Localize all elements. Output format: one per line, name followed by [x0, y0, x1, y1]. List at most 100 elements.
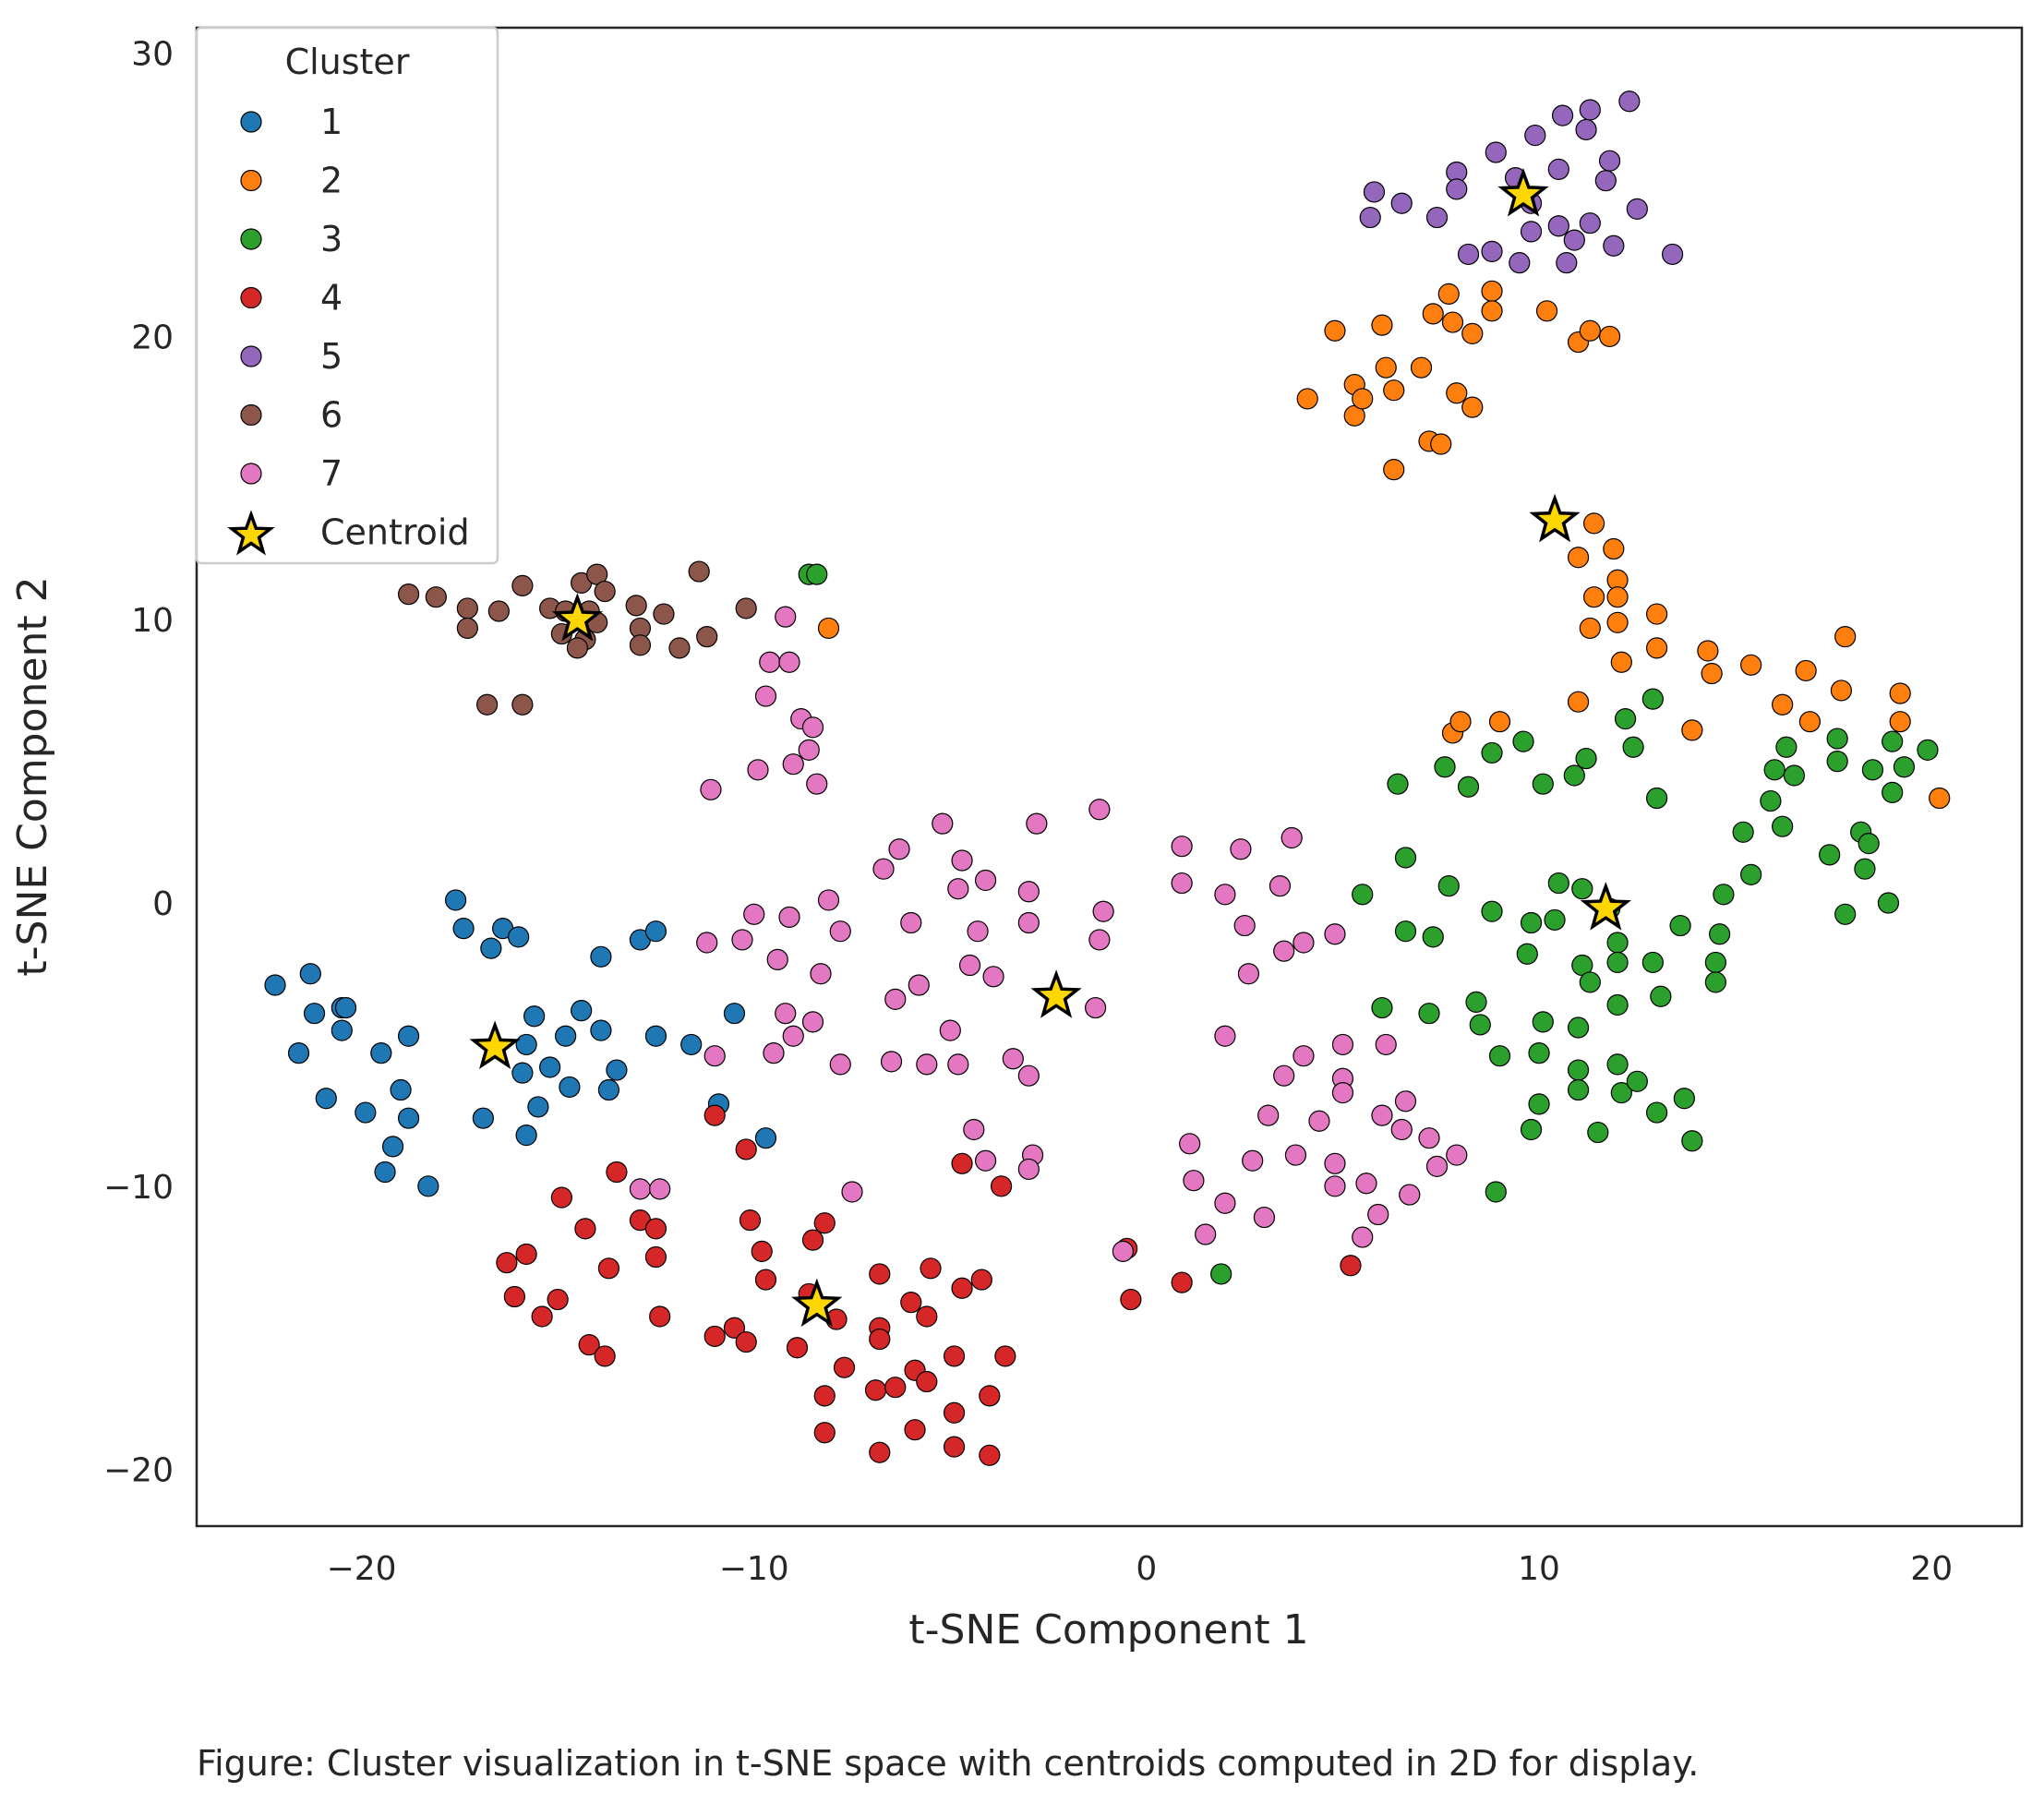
point-cluster-7 — [1237, 963, 1260, 985]
point-cluster-7 — [947, 878, 969, 900]
point-cluster-7 — [1214, 884, 1236, 906]
point-cluster-3 — [1645, 1101, 1668, 1124]
point-cluster-6 — [456, 617, 478, 640]
point-cluster-2 — [1645, 637, 1668, 659]
point-cluster-3 — [1481, 741, 1503, 764]
point-cluster-4 — [900, 1292, 922, 1314]
point-cluster-3 — [1532, 773, 1554, 795]
point-cluster-3 — [1481, 900, 1503, 922]
point-cluster-3 — [1469, 1014, 1491, 1036]
point-cluster-1 — [334, 996, 357, 1019]
point-cluster-1 — [644, 920, 667, 943]
point-cluster-7 — [947, 1053, 969, 1076]
point-cluster-7 — [908, 974, 930, 996]
x-tick-label: 0 — [1136, 1550, 1157, 1588]
point-cluster-2 — [1889, 682, 1911, 704]
point-cluster-1 — [559, 1076, 581, 1099]
point-cluster-4 — [754, 1269, 777, 1291]
point-cluster-6 — [511, 693, 534, 716]
point-cluster-7 — [1367, 1203, 1389, 1226]
legend-label: 6 — [320, 395, 343, 436]
point-cluster-7 — [700, 778, 722, 800]
series-5 — [1359, 90, 1684, 274]
point-cluster-3 — [1622, 736, 1644, 758]
point-cluster-3 — [1567, 1016, 1590, 1039]
point-cluster-1 — [508, 926, 530, 948]
point-cluster-3 — [1485, 1181, 1507, 1203]
point-cluster-4 — [951, 1152, 973, 1174]
point-cluster-3 — [1575, 747, 1597, 770]
legend-marker — [240, 169, 262, 192]
point-cluster-1 — [390, 1078, 412, 1101]
point-cluster-3 — [1547, 872, 1569, 895]
point-cluster-7 — [696, 932, 718, 954]
legend-entry-2: 2 — [240, 161, 343, 201]
point-cluster-7 — [775, 1003, 797, 1025]
point-cluster-7 — [747, 759, 769, 781]
point-cluster-3 — [1352, 884, 1374, 906]
point-cluster-2 — [1582, 512, 1605, 535]
point-cluster-5 — [1662, 243, 1684, 266]
point-cluster-4 — [594, 1345, 616, 1367]
point-cluster-5 — [1618, 90, 1641, 113]
y-tick-label: 30 — [131, 36, 174, 74]
point-cluster-1 — [555, 1025, 577, 1047]
centroid-marker — [1580, 882, 1632, 931]
point-cluster-1 — [606, 1059, 628, 1081]
point-cluster-1 — [480, 937, 502, 959]
legend-marker — [240, 228, 262, 250]
point-cluster-4 — [970, 1269, 992, 1291]
point-cluster-5 — [1598, 150, 1621, 172]
y-tick-label: 20 — [131, 319, 174, 356]
point-cluster-6 — [511, 574, 534, 597]
point-cluster-4 — [813, 1422, 836, 1444]
point-cluster-3 — [1488, 1045, 1511, 1067]
point-cluster-7 — [1293, 1045, 1315, 1067]
point-cluster-2 — [1830, 680, 1853, 702]
point-cluster-5 — [1603, 235, 1625, 257]
legend-entry-4: 4 — [240, 278, 343, 319]
point-cluster-2 — [1488, 711, 1511, 733]
point-cluster-2 — [1352, 388, 1374, 410]
point-cluster-5 — [1457, 243, 1480, 266]
point-cluster-2 — [1645, 603, 1668, 625]
y-tick-label: −20 — [103, 1452, 174, 1490]
point-cluster-2 — [1324, 319, 1346, 342]
point-cluster-6 — [696, 626, 718, 648]
point-cluster-7 — [982, 966, 1004, 988]
point-cluster-2 — [1889, 711, 1911, 733]
point-cluster-1 — [539, 1056, 561, 1078]
y-axis-ticks: −20 −10 0 10 20 30 — [103, 36, 174, 1490]
point-cluster-5 — [1551, 104, 1574, 126]
point-cluster-2 — [1579, 617, 1601, 640]
point-cluster-3 — [1641, 688, 1664, 710]
legend-entry-5: 5 — [240, 336, 343, 377]
legend-entry-1: 1 — [240, 102, 343, 142]
point-cluster-7 — [1233, 914, 1256, 937]
point-cluster-3 — [1819, 844, 1841, 866]
series-3 — [798, 563, 1939, 1285]
point-cluster-4 — [751, 1240, 773, 1262]
point-cluster-3 — [1614, 708, 1637, 730]
point-cluster-4 — [943, 1401, 966, 1424]
point-cluster-1 — [527, 1096, 549, 1118]
point-cluster-2 — [1701, 662, 1723, 685]
y-axis-label: t-SNE Component 2 — [9, 576, 56, 976]
point-cluster-3 — [1210, 1263, 1232, 1285]
point-cluster-3 — [1434, 756, 1456, 778]
point-cluster-2 — [1383, 379, 1405, 402]
plot-frame — [195, 26, 2024, 1528]
point-cluster-4 — [869, 1328, 891, 1351]
point-cluster-2 — [1567, 691, 1590, 713]
point-cluster-6 — [487, 600, 510, 622]
point-cluster-1 — [299, 963, 321, 985]
point-cluster-7 — [731, 929, 753, 951]
point-cluster-2 — [1798, 711, 1822, 733]
legend-entry-centroid: Centroid — [227, 510, 470, 556]
point-cluster-7 — [829, 1053, 851, 1076]
figure-caption: Figure: Cluster visualization in t-SNE s… — [197, 1743, 1700, 1784]
point-cluster-3 — [1394, 847, 1417, 869]
point-cluster-3 — [1760, 789, 1782, 812]
point-cluster-4 — [515, 1243, 537, 1266]
point-cluster-7 — [1195, 1223, 1217, 1245]
